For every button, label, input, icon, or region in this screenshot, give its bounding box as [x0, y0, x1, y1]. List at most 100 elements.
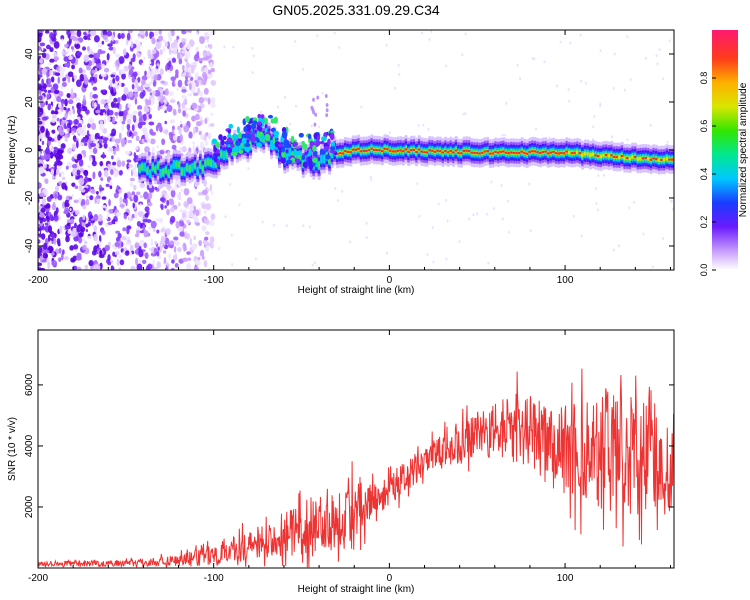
spectrogram-noise-cell: [147, 202, 153, 207]
spectrogram-noise-cell: [113, 97, 118, 103]
spectrogram-noise-cell: [153, 74, 158, 81]
spectrogram-noise-cell: [210, 103, 216, 108]
spectrogram-noise-cell: [41, 116, 48, 121]
spectrogram-ridge-cell: [470, 151, 474, 154]
spectrogram-noise-cell: [49, 58, 55, 63]
spectrogram-noise-cell: [50, 252, 55, 256]
spectrogram-ridge-cell: [140, 163, 145, 171]
spectrogram-noise-cell: [167, 151, 170, 158]
spectrogram-noise-cell: [41, 78, 44, 86]
spectrogram-noise-cell: [198, 97, 204, 104]
spectrogram-noise-cell: [96, 191, 99, 195]
spectrogram-noise-cell: [103, 169, 109, 178]
spectrogram-ridge-cell: [244, 146, 251, 153]
spectrogram-noise-cell: [134, 211, 138, 219]
spectrogram-noise-cell: [142, 224, 146, 231]
spectrogram-noise-cell: [84, 264, 89, 270]
spectrogram-noise-cell: [68, 55, 73, 60]
spectrogram-noise-cell: [128, 64, 132, 71]
spectrogram-noise-cell: [38, 246, 43, 254]
spectrogram-noise-cell: [110, 132, 116, 137]
spectrogram-noise-cell: [139, 239, 145, 248]
spectrogram-noise-cell: [67, 229, 72, 235]
spectrogram-ridge-cell: [657, 158, 661, 163]
spectrogram-noise-cell: [44, 249, 50, 254]
spectrogram-noise-cell: [210, 213, 216, 221]
spectrogram-ridge-cell: [623, 156, 627, 161]
spectrogram-noise-cell: [445, 198, 448, 202]
spectrogram-noise-cell: [100, 50, 106, 54]
spectrogram-noise-cell: [184, 56, 187, 60]
spectrogram-noise-cell: [174, 252, 177, 256]
spectrogram-noise-cell: [91, 250, 97, 256]
spectrogram-noise-cell: [139, 91, 145, 99]
spectrogram-noise-cell: [67, 122, 72, 129]
spectrogram-noise-cell: [579, 33, 582, 37]
spectrogram-noise-cell: [81, 150, 85, 155]
spectrogram-noise-cell: [86, 65, 91, 71]
spectrogram-noise-cell: [62, 81, 67, 87]
spectrogram-noise-cell: [137, 210, 144, 217]
spectrogram-noise-cell: [174, 263, 179, 268]
spectrogram-noise-cell: [54, 72, 61, 77]
spectrogram-noise-cell: [127, 168, 130, 172]
spectrogram-noise-cell: [92, 171, 96, 180]
spectrogram-noise-cell: [44, 148, 51, 155]
spectrogram-noise-cell: [386, 251, 389, 255]
spectrogram-noise-cell: [51, 260, 58, 267]
spectrogram-ridge-cell: [596, 154, 601, 158]
spectrogram-noise-cell: [202, 56, 208, 61]
spectrogram-noise-cell: [90, 149, 93, 154]
spectrogram-noise-cell: [150, 220, 157, 229]
spectrogram-ridge-cell: [317, 162, 321, 169]
spectrogram-noise-cell: [196, 121, 202, 127]
spectrogram-ridge-cell: [267, 114, 274, 119]
spectrogram-ridge-cell: [610, 154, 614, 157]
spectrogram-ridge-cell: [546, 152, 550, 155]
spectrogram-noise-cell: [74, 209, 80, 216]
spectrogram-noise-cell: [209, 62, 213, 68]
spectrogram-ridge-cell: [260, 114, 265, 120]
spectrogram-noise-cell: [38, 224, 41, 228]
spectrogram-noise-cell: [53, 98, 56, 103]
spectrogram-noise-cell: [106, 30, 113, 37]
spectrogram-ridge-cell: [319, 149, 325, 154]
spectrogram-ridge-cell: [215, 141, 221, 149]
spectrogram-noise-cell: [207, 132, 212, 140]
spectrogram-noise-cell: [114, 241, 120, 248]
spectrogram-noise-cell: [666, 140, 669, 144]
spectrogram-noise-cell: [120, 138, 126, 145]
spectrogram-noise-cell: [103, 112, 106, 116]
spectrogram-ridge-cell: [654, 157, 659, 161]
spectrogram-ridge-cell: [312, 150, 318, 156]
spectrogram-noise-cell: [52, 148, 55, 152]
spectrogram-noise-cell: [61, 101, 64, 107]
spectrogram-noise-cell: [152, 259, 155, 266]
spectrogram-noise-cell: [200, 67, 204, 73]
spectrogram-noise-cell: [105, 206, 109, 213]
spectrogram-noise-cell: [133, 194, 139, 203]
spectrogram-noise-cell: [143, 242, 147, 249]
spectrogram-noise-cell: [59, 225, 63, 234]
spectrogram-noise-cell: [121, 72, 126, 80]
spectrogram-noise-cell: [86, 217, 89, 221]
spectrogram-noise-cell: [114, 221, 117, 225]
spectrogram-ridge-cell: [507, 151, 511, 155]
spectrogram-noise-cell: [169, 119, 175, 123]
spectrogram-noise-cell: [49, 153, 55, 157]
spectrogram-noise-cell: [316, 34, 319, 38]
spectrogram-noise-cell: [158, 30, 162, 35]
spectrogram-noise-cell: [108, 109, 114, 116]
spectrogram-noise-cell: [44, 89, 48, 93]
spectrogram-noise-cell: [154, 240, 158, 245]
spectrogram-noise-cell: [597, 174, 600, 178]
spectrogram-ridge-cell: [599, 154, 603, 159]
spectrogram-ridge-cell: [312, 157, 318, 163]
spectrogram-noise-cell: [121, 236, 127, 241]
spectrogram-noise-cell: [205, 203, 212, 211]
spectrogram-ridge-cell: [396, 149, 400, 152]
spectrogram-noise-cell: [99, 249, 103, 256]
spectrogram-noise-cell: [168, 46, 172, 55]
spectrogram-ridge-cell: [399, 149, 403, 152]
spectrogram-noise-cell: [572, 214, 575, 218]
